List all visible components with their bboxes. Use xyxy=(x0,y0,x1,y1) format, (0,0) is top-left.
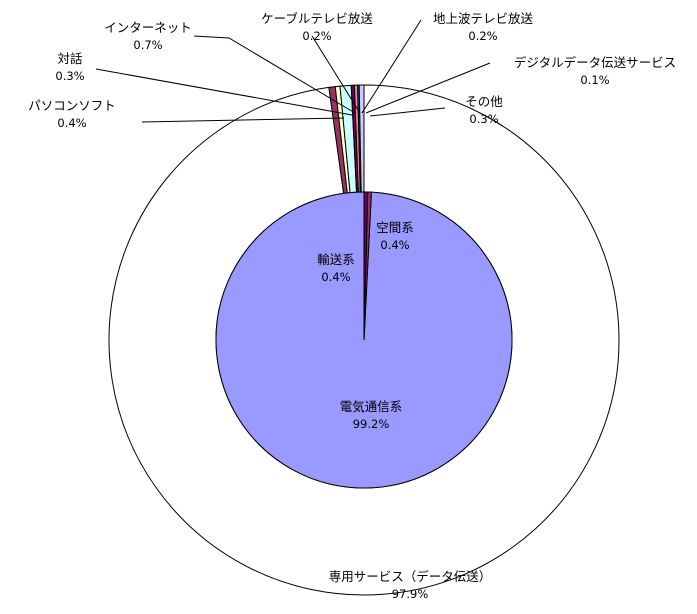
outer-slice-7-leader-line xyxy=(365,62,491,114)
inner-slice-3-label: 空間系 xyxy=(376,220,414,235)
outer-slice-1-label: 専用サービス（データ伝送） xyxy=(329,569,492,584)
inner-slice-2-value: 0.4% xyxy=(321,270,350,284)
outer-slice-4-value: 0.7% xyxy=(133,38,162,52)
inner-slice-3-value: 0.4% xyxy=(380,238,409,252)
outer-slice-1-value: 97.9% xyxy=(392,587,429,601)
inner-pie xyxy=(215,191,513,489)
slice-labels: 専用サービス（データ伝送） 97.9% パソコンソフト 0.4% 対話 0.3% インターネ… xyxy=(28,11,676,601)
outer-slice-8-label: その他 xyxy=(465,94,503,109)
outer-slice-6-value: 0.2% xyxy=(468,29,497,43)
outer-slice-7-value: 0.1% xyxy=(580,73,609,87)
leader-lines xyxy=(95,19,491,123)
outer-slice-8-value: 0.3% xyxy=(469,112,498,126)
inner-slice-2-label: 輸送系 xyxy=(317,252,355,267)
outer-slice-5-leader-line xyxy=(311,35,361,114)
outer-slice-4-label: インターネット xyxy=(104,20,192,35)
inner-slice-1-label: 電気通信系 xyxy=(340,399,403,414)
outer-slice-3-leader-line xyxy=(95,68,353,116)
outer-slice-5-label: ケーブルテレビ放送 xyxy=(261,11,373,26)
outer-slice-3-label: 対話 xyxy=(57,51,82,66)
outer-slice-5-value: 0.2% xyxy=(302,29,331,43)
outer-slice-2-leader-line xyxy=(141,117,345,123)
inner-slice-3 xyxy=(363,191,369,341)
outer-slice-2-value: 0.4% xyxy=(57,116,86,130)
outer-slice-6-leader-line xyxy=(361,19,422,114)
outer-slice-3-value: 0.3% xyxy=(55,69,84,83)
outer-slice-2-label: パソコンソフト xyxy=(28,98,116,113)
outer-slice-7-label: デジタルデータ伝送サービス xyxy=(514,55,676,70)
outer-slice-4-leader-line xyxy=(193,35,356,114)
outer-slice-6-label: 地上波テレビ放送 xyxy=(433,11,534,26)
inner-slice-1-value: 99.2% xyxy=(353,417,390,431)
outer-slice-8-leader-line xyxy=(369,107,446,117)
